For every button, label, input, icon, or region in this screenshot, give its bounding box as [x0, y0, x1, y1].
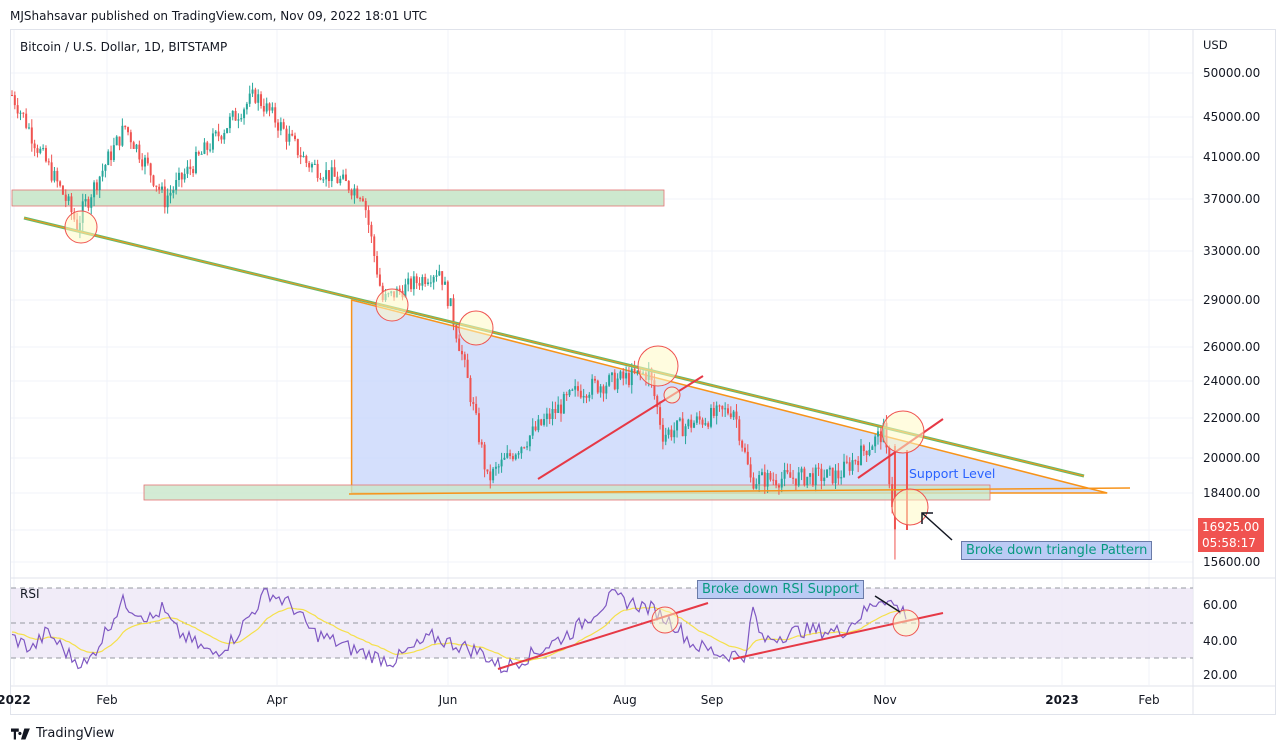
time-tick: Feb	[1138, 693, 1160, 707]
price-tick: 50000.00	[1203, 66, 1261, 80]
triangle-base-line	[348, 487, 1131, 495]
rsi-label: RSI	[20, 587, 40, 601]
rsi-band	[11, 588, 1193, 658]
time-tick: Apr	[266, 693, 288, 707]
time-tick: Feb	[96, 693, 118, 707]
time-tick: 2022	[0, 693, 31, 707]
support-level-label[interactable]: Support Level	[909, 466, 996, 481]
time-tick: Jun	[438, 693, 458, 707]
rsi-tick: 40.00	[1203, 634, 1238, 648]
highlight-circle	[637, 345, 679, 387]
broke-triangle-callout[interactable]: Broke down triangle Pattern	[961, 541, 1153, 560]
symbol-title: Bitcoin / U.S. Dollar, 1D, BITSTAMP	[20, 40, 228, 54]
highlight-circle	[458, 310, 494, 346]
currency-label: USD	[1203, 38, 1228, 52]
time-tick: Nov	[873, 693, 897, 707]
highlight-circle	[663, 386, 681, 404]
chart-frame	[10, 29, 1276, 715]
highlight-circle	[375, 288, 409, 322]
time-tick: Sep	[700, 693, 724, 707]
rsi-highlight-circle	[651, 606, 679, 634]
arrow-icon	[921, 512, 953, 541]
footer-brand-text: TradingView	[36, 726, 115, 741]
price-tick: 41000.00	[1203, 150, 1261, 164]
tradingview-logo-icon	[11, 727, 30, 740]
rsi-line	[11, 588, 907, 674]
price-tick: 26000.00	[1203, 340, 1261, 354]
price-tick: 45000.00	[1203, 110, 1261, 124]
rsi-arrow-icon	[874, 595, 901, 613]
price-tick: 15600.00	[1203, 555, 1261, 569]
price-tick: 22000.00	[1203, 411, 1261, 425]
rsi-highlight-circle	[892, 609, 920, 637]
bar-countdown: 05:58:17	[1202, 536, 1256, 550]
rsi-tick: 60.00	[1203, 598, 1238, 612]
price-tick: 37000.00	[1203, 192, 1261, 206]
candles	[11, 82, 896, 560]
footer-brand[interactable]: TradingView	[11, 726, 115, 741]
time-tick: 2023	[1045, 693, 1079, 707]
resistance-zone	[11, 189, 665, 207]
highlight-circle	[64, 210, 98, 244]
broke-rsi-callout[interactable]: Broke down RSI Support	[697, 580, 864, 599]
price-tick: 18400.00	[1203, 486, 1261, 500]
rsi-ma-line	[11, 606, 907, 662]
last-price: 16925.00	[1202, 520, 1260, 534]
rsi-tick: 20.00	[1203, 668, 1238, 682]
highlight-circle	[881, 410, 925, 454]
highlight-circle	[891, 488, 929, 526]
publisher-line: MJShahsavar published on TradingView.com…	[10, 9, 427, 23]
price-tick: 20000.00	[1203, 451, 1261, 465]
arrow-head-icon	[921, 512, 933, 524]
time-tick: Aug	[613, 693, 637, 707]
price-tick: 33000.00	[1203, 244, 1261, 258]
price-tick: 24000.00	[1203, 374, 1261, 388]
price-tick: 29000.00	[1203, 293, 1261, 307]
last-price-badge: 16925.00 05:58:17	[1198, 518, 1264, 552]
